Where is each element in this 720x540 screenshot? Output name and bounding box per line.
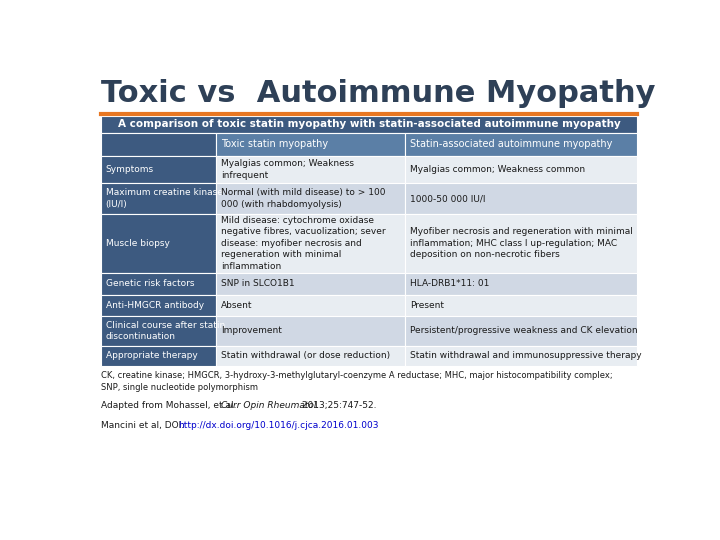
FancyBboxPatch shape xyxy=(216,214,405,273)
Text: CK, creatine kinase; HMGCR, 3-hydroxy-3-methylglutaryl-coenzyme A reductase; MHC: CK, creatine kinase; HMGCR, 3-hydroxy-3-… xyxy=(101,371,613,392)
Text: Persistent/progressive weakness and CK elevation: Persistent/progressive weakness and CK e… xyxy=(410,326,637,335)
FancyBboxPatch shape xyxy=(216,156,405,183)
Text: HLA-DRB1*11: 01: HLA-DRB1*11: 01 xyxy=(410,279,490,288)
FancyBboxPatch shape xyxy=(405,273,637,295)
Text: Curr Opin Rheumatol.: Curr Opin Rheumatol. xyxy=(221,401,320,410)
Text: Clinical course after statin
discontinuation: Clinical course after statin discontinua… xyxy=(106,321,225,341)
FancyBboxPatch shape xyxy=(405,214,637,273)
FancyBboxPatch shape xyxy=(405,346,637,366)
Text: Toxic statin myopathy: Toxic statin myopathy xyxy=(221,139,328,150)
Text: Myalgias common; Weakness
infrequent: Myalgias common; Weakness infrequent xyxy=(221,159,354,180)
FancyBboxPatch shape xyxy=(405,183,637,214)
FancyBboxPatch shape xyxy=(216,295,405,316)
Text: 2013;25:747-52.: 2013;25:747-52. xyxy=(300,401,377,410)
Text: Maximum creatine kinase
(IU/l): Maximum creatine kinase (IU/l) xyxy=(106,188,222,209)
FancyBboxPatch shape xyxy=(405,316,637,346)
Text: http://dx.doi.org/10.1016/j.cjca.2016.01.003: http://dx.doi.org/10.1016/j.cjca.2016.01… xyxy=(178,421,379,430)
Text: Mancini et al, DOI:: Mancini et al, DOI: xyxy=(101,421,190,430)
Text: Adapted from Mohassel, et al.: Adapted from Mohassel, et al. xyxy=(101,401,240,410)
Text: Present: Present xyxy=(410,301,444,310)
FancyBboxPatch shape xyxy=(405,295,637,316)
FancyBboxPatch shape xyxy=(101,133,216,156)
FancyBboxPatch shape xyxy=(101,156,216,183)
FancyBboxPatch shape xyxy=(101,295,216,316)
Text: Anti-HMGCR antibody: Anti-HMGCR antibody xyxy=(106,301,204,310)
FancyBboxPatch shape xyxy=(216,316,405,346)
FancyBboxPatch shape xyxy=(101,183,216,214)
FancyBboxPatch shape xyxy=(216,273,405,295)
Text: Improvement: Improvement xyxy=(221,326,282,335)
Text: Appropriate therapy: Appropriate therapy xyxy=(106,352,197,360)
Text: Myalgias common; Weakness common: Myalgias common; Weakness common xyxy=(410,165,585,174)
Text: Normal (with mild disease) to > 100
000 (with rhabdomyolysis): Normal (with mild disease) to > 100 000 … xyxy=(221,188,385,209)
FancyBboxPatch shape xyxy=(101,346,216,366)
FancyBboxPatch shape xyxy=(101,273,216,295)
FancyBboxPatch shape xyxy=(216,346,405,366)
Text: SNP in SLCO1B1: SNP in SLCO1B1 xyxy=(221,279,294,288)
Text: Muscle biopsy: Muscle biopsy xyxy=(106,239,169,248)
FancyBboxPatch shape xyxy=(101,316,216,346)
FancyBboxPatch shape xyxy=(101,214,216,273)
Text: 1000-50 000 IU/l: 1000-50 000 IU/l xyxy=(410,194,485,203)
Text: Statin withdrawal and immunosuppressive therapy: Statin withdrawal and immunosuppressive … xyxy=(410,352,642,360)
Text: Toxic vs  Autoimmune Myopathy: Toxic vs Autoimmune Myopathy xyxy=(101,79,656,109)
Text: Mild disease: cytochrome oxidase
negative fibres, vacuolization; sever
disease: : Mild disease: cytochrome oxidase negativ… xyxy=(221,216,385,271)
FancyBboxPatch shape xyxy=(405,156,637,183)
Text: Statin withdrawal (or dose reduction): Statin withdrawal (or dose reduction) xyxy=(221,352,390,360)
Text: A comparison of toxic statin myopathy with statin-associated autoimmune myopathy: A comparison of toxic statin myopathy wi… xyxy=(117,119,621,129)
Text: Genetic risk factors: Genetic risk factors xyxy=(106,279,194,288)
Text: Statin-associated autoimmune myopathy: Statin-associated autoimmune myopathy xyxy=(410,139,612,150)
Text: Myofiber necrosis and regeneration with minimal
inflammation; MHC class I up-reg: Myofiber necrosis and regeneration with … xyxy=(410,227,633,259)
Text: Absent: Absent xyxy=(221,301,252,310)
FancyBboxPatch shape xyxy=(405,133,637,156)
FancyBboxPatch shape xyxy=(216,183,405,214)
FancyBboxPatch shape xyxy=(101,116,637,133)
Text: Symptoms: Symptoms xyxy=(106,165,154,174)
FancyBboxPatch shape xyxy=(216,133,405,156)
